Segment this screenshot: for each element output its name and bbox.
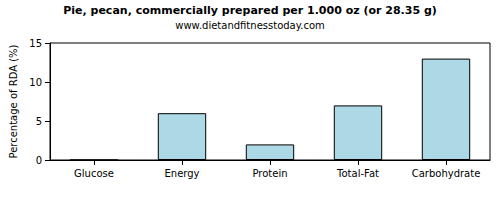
svg-text:Pie, pecan, commercially prepa: Pie, pecan, commercially prepared per 1.… [63,4,437,17]
svg-text:Protein: Protein [252,168,287,179]
svg-text:0: 0 [36,155,42,166]
svg-text:Carbohydrate: Carbohydrate [412,168,481,179]
svg-text:Energy: Energy [164,168,199,179]
svg-text:15: 15 [29,38,42,49]
svg-text:Glucose: Glucose [74,168,114,179]
svg-text:5: 5 [36,116,42,127]
svg-text:www.dietandfitnesstoday.com: www.dietandfitnesstoday.com [175,20,324,31]
svg-text:Percentage of RDA (%): Percentage of RDA (%) [8,44,19,158]
svg-text:10: 10 [29,77,42,88]
svg-text:Total-Fat: Total-Fat [336,168,379,179]
